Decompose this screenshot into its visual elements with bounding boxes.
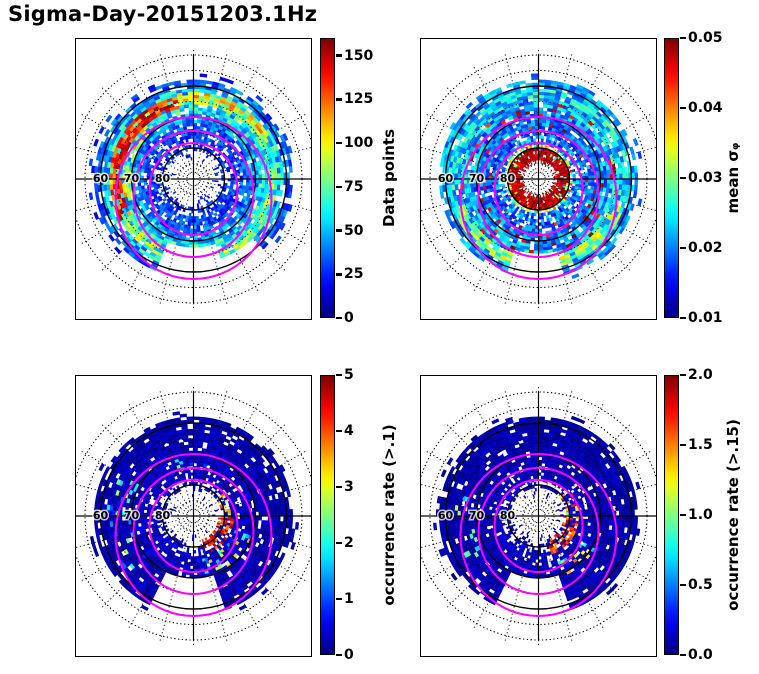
tick-dash <box>336 485 342 489</box>
colorbar-tick-label: 0.03 <box>688 170 723 186</box>
colorbar-tick: 0.05 <box>680 31 723 45</box>
colorbar-ticks: 0 1 2 3 4 5 <box>336 368 396 662</box>
colorbar-occurrence-rate-0-15: 0.0 0.5 1.0 1.5 2.0 occurrence rate (>.15) <box>664 368 759 662</box>
colorbar-tick-label: 125 <box>344 91 374 108</box>
polar-plot-occurrence-rate-0-15 <box>420 375 657 657</box>
colorbar-tick-label: 1.0 <box>688 507 713 523</box>
tick-dash <box>336 316 342 320</box>
colorbar-tick: 25 <box>336 267 363 281</box>
tick-dash <box>336 54 342 57</box>
colorbar-tick: 100 <box>336 136 373 150</box>
colorbar-ticks: 0 25 50 75 100 125 150 <box>336 38 396 325</box>
polar-plot-occurrence-rate-0-1 <box>75 375 312 657</box>
tick-dash <box>336 373 342 377</box>
colorbar-tick-label: 2.0 <box>688 367 713 383</box>
tick-dash <box>336 229 342 232</box>
colorbar-tick: 1.0 <box>680 508 713 522</box>
tick-dash <box>336 541 342 545</box>
colorbar-tick: 0.03 <box>680 171 723 185</box>
colorbar-tick-label: 50 <box>344 222 364 239</box>
colorbar-tick: 0.02 <box>680 241 723 255</box>
colorbar-gradient <box>320 38 335 318</box>
colorbar-mean-sigma-phi: 0.01 0.02 0.03 0.04 0.05 mean σᵩ <box>664 31 759 325</box>
tick-dash <box>680 316 686 320</box>
colorbar-tick: 0.5 <box>680 578 713 592</box>
tick-dash <box>680 443 686 447</box>
colorbar-tick: 1 <box>336 592 354 606</box>
colorbar-tick-label: 0.04 <box>688 100 723 116</box>
colorbar-tick-label: 5 <box>344 367 354 383</box>
colorbar-tick-label: 75 <box>344 178 364 195</box>
colorbar-tick-label: 3 <box>344 479 354 495</box>
tick-dash <box>680 246 686 250</box>
colorbar-tick: 150 <box>336 49 373 63</box>
colorbar-tick: 0.04 <box>680 101 723 115</box>
colorbar-label: mean σᵩ <box>724 142 742 214</box>
polar-plot-mean-sigma-phi <box>420 38 657 320</box>
colorbar-tick-label: 0 <box>344 647 354 663</box>
tick-dash <box>336 141 342 145</box>
colorbar-gradient <box>664 375 679 655</box>
colorbar-gradient <box>664 38 679 318</box>
colorbar-tick-label: 4 <box>344 423 354 439</box>
colorbar-tick: 50 <box>336 224 363 238</box>
colorbar-tick-label: 0.02 <box>688 240 723 256</box>
colorbar-tick: 5 <box>336 368 354 382</box>
colorbar-data-points: 0 25 50 75 100 125 150 Data points <box>320 38 430 325</box>
colorbar-tick-label: 0.01 <box>688 310 723 326</box>
colorbar-ticks: 0.01 0.02 0.03 0.04 0.05 <box>680 31 740 325</box>
tick-dash <box>336 597 342 601</box>
colorbar-occurrence-rate-0-1: 0 1 2 3 4 5 occurrence rate (>.1) <box>320 368 430 662</box>
colorbar-tick: 2.0 <box>680 368 713 382</box>
colorbar-tick: 1.5 <box>680 438 713 452</box>
colorbar-tick: 0 <box>336 648 354 662</box>
colorbar-tick-label: 1 <box>344 591 354 607</box>
tick-dash <box>680 583 686 587</box>
colorbar-label: occurrence rate (>.15) <box>724 419 742 611</box>
colorbar-tick: 125 <box>336 92 373 106</box>
colorbar-tick: 75 <box>336 180 363 194</box>
colorbar-tick-label: 1.5 <box>688 437 713 453</box>
colorbar-tick-label: 2 <box>344 535 354 551</box>
colorbar-label: Data points <box>380 128 398 228</box>
tick-dash <box>336 273 342 276</box>
colorbar-tick: 0 <box>336 311 354 325</box>
tick-dash <box>680 176 686 180</box>
colorbar-tick: 0.0 <box>680 648 713 662</box>
colorbar-ticks: 0.0 0.5 1.0 1.5 2.0 <box>680 368 740 662</box>
tick-dash <box>336 653 342 657</box>
polar-plot-data-points <box>75 38 312 320</box>
tick-dash <box>680 106 686 110</box>
tick-dash <box>680 373 686 377</box>
colorbar-tick-label: 0.05 <box>688 30 723 46</box>
tick-dash <box>680 653 686 657</box>
tick-dash <box>336 429 342 433</box>
colorbar-tick-label: 0.5 <box>688 577 713 593</box>
colorbar-tick-label: 100 <box>344 135 374 151</box>
colorbar-tick-label: 25 <box>344 266 364 283</box>
colorbar-tick: 0.01 <box>680 311 723 325</box>
colorbar-tick: 3 <box>336 480 354 494</box>
tick-dash <box>336 185 342 188</box>
colorbar-tick-label: 0 <box>344 310 354 326</box>
colorbar-label: occurrence rate (>.1) <box>380 424 398 606</box>
colorbar-gradient <box>320 375 335 655</box>
colorbar-tick: 4 <box>336 424 354 438</box>
colorbar-tick-label: 150 <box>344 47 374 64</box>
colorbar-tick: 2 <box>336 536 354 550</box>
tick-dash <box>336 98 342 101</box>
figure-title: Sigma-Day-20151203.1Hz <box>8 2 318 26</box>
tick-dash <box>680 513 686 517</box>
tick-dash <box>680 36 686 40</box>
colorbar-tick-label: 0.0 <box>688 647 713 663</box>
